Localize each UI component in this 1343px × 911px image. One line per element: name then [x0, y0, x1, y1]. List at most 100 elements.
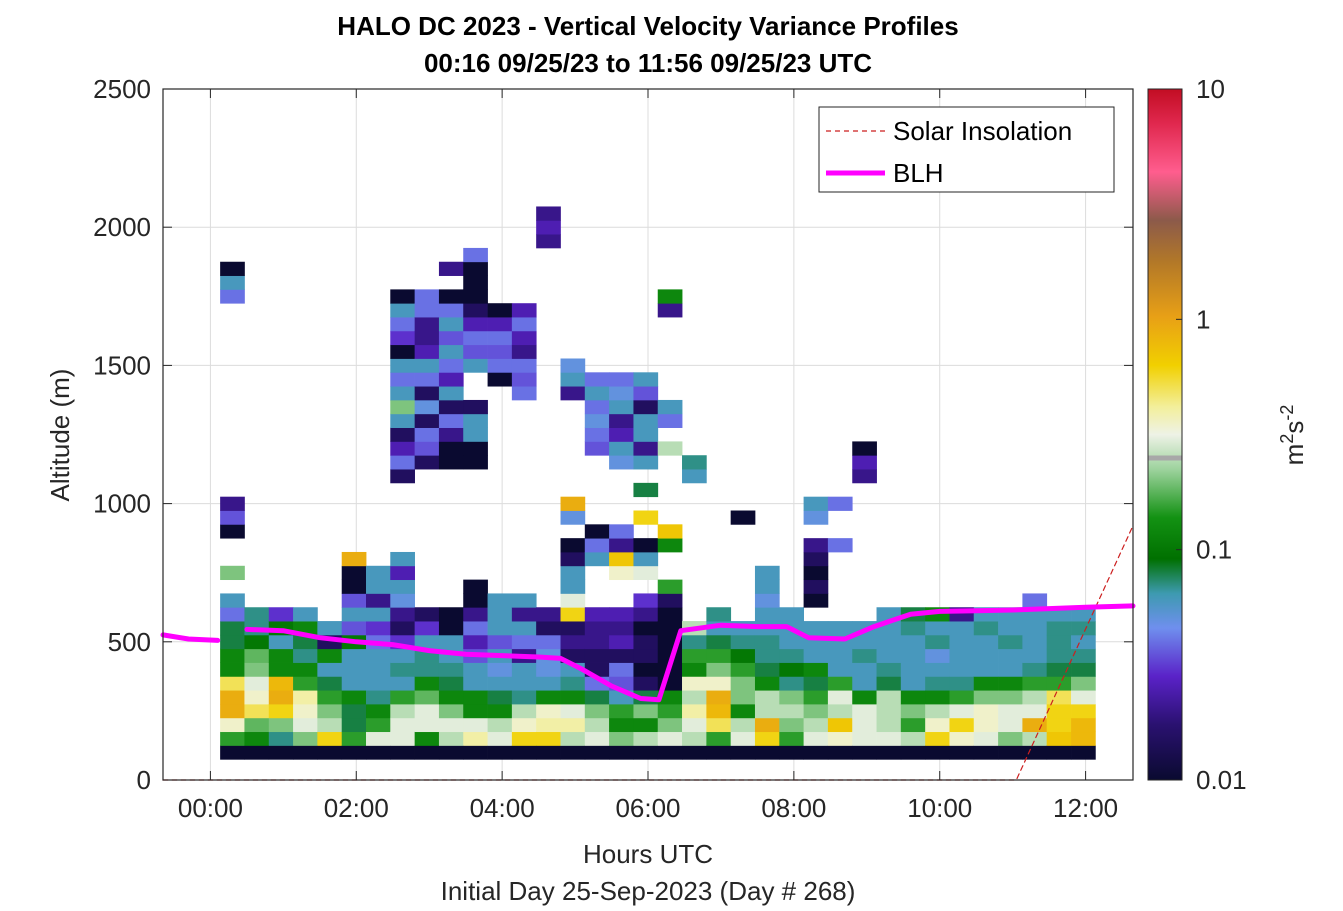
heat-cell: [560, 745, 586, 760]
heat-cell: [511, 731, 537, 746]
heat-cell: [414, 372, 440, 387]
heatmap-cells: [220, 206, 1096, 760]
heat-cell: [463, 358, 488, 373]
heat-cell: [463, 745, 488, 760]
heat-cell: [317, 621, 343, 636]
blh-line-1: [244, 603, 1136, 703]
heat-cell: [438, 731, 464, 746]
colorbar-label-sup2: -2: [1277, 405, 1297, 421]
heat-cell: [414, 621, 440, 636]
heat-cell: [633, 745, 659, 760]
heat-cell: [633, 634, 659, 650]
heat-cell: [511, 386, 537, 401]
heat-cell: [463, 717, 488, 733]
heat-cell: [341, 579, 367, 594]
heat-cell: [682, 731, 707, 746]
heat-cell: [511, 303, 537, 318]
heat-cell: [584, 441, 610, 456]
heat-cell: [657, 289, 683, 304]
heat-cell: [390, 690, 415, 705]
heat-cell: [390, 703, 415, 719]
heat-cell: [852, 690, 877, 705]
heat-cell: [438, 413, 464, 428]
heat-cell: [998, 731, 1023, 746]
heat-cell: [973, 703, 999, 719]
heat-cell: [268, 662, 294, 677]
heat-cell: [925, 621, 950, 636]
heat-cell: [341, 565, 367, 581]
heat-cell: [754, 579, 780, 594]
heat-cell: [366, 565, 391, 581]
heat-cell: [706, 745, 732, 760]
chart-subtitle: 00:16 09/25/23 to 11:56 09/25/23 UTC: [424, 48, 872, 78]
legend-box: [818, 106, 1115, 193]
heat-cell: [584, 427, 610, 442]
heat-cell: [244, 648, 270, 663]
heat-cell: [511, 634, 537, 650]
heat-cell: [390, 621, 415, 636]
heat-cell: [900, 717, 926, 733]
heat-cell: [536, 607, 561, 622]
heat-cell: [438, 690, 464, 705]
heat-cell: [487, 662, 513, 677]
heat-cell: [973, 717, 999, 733]
heat-cell: [803, 745, 829, 760]
heat-cell: [463, 289, 488, 304]
heat-cell: [1046, 703, 1072, 719]
heat-cell: [487, 703, 513, 719]
x-tick-label: 10:00: [907, 793, 972, 823]
heat-cell: [998, 648, 1023, 663]
colorbar-marker: [1148, 455, 1182, 461]
heat-cell: [779, 731, 804, 746]
heat-cell: [852, 469, 877, 484]
heat-cell: [414, 427, 440, 442]
heat-cell: [390, 579, 415, 594]
heat-cell: [803, 510, 829, 525]
heat-cell: [268, 634, 294, 650]
heat-cell: [511, 662, 537, 677]
heat-cell: [293, 703, 318, 719]
heat-cell: [925, 703, 950, 719]
y-tick-label: 2000: [93, 212, 151, 242]
heat-cell: [754, 648, 780, 663]
heat-cell: [730, 745, 756, 760]
heat-cell: [268, 745, 294, 760]
heat-cell: [341, 621, 367, 636]
heat-cell: [390, 676, 415, 691]
heat-cell: [463, 344, 488, 359]
heat-cell: [511, 372, 537, 387]
heat-cell: [293, 662, 318, 677]
heat-cell: [317, 745, 343, 760]
heat-cell: [317, 676, 343, 691]
heat-cell: [560, 607, 586, 622]
heat-cell: [438, 455, 464, 470]
heat-cell: [779, 745, 804, 760]
heat-cell: [390, 358, 415, 373]
heat-cell: [511, 358, 537, 373]
heat-cell: [414, 413, 440, 428]
heat-cell: [487, 731, 513, 746]
heat-cell: [803, 690, 829, 705]
heat-cell: [633, 621, 659, 636]
heat-cell: [438, 358, 464, 373]
heat-cell: [390, 399, 415, 415]
heat-cell: [973, 634, 999, 650]
heat-cell: [390, 372, 415, 387]
heat-cell: [900, 662, 926, 677]
heat-cell: [706, 717, 732, 733]
heat-cell: [779, 607, 804, 622]
heat-cell: [390, 386, 415, 401]
heat-cell: [609, 441, 634, 456]
heat-cell: [1071, 662, 1096, 677]
heat-cell: [1046, 621, 1072, 636]
heat-cell: [609, 621, 634, 636]
heat-cell: [609, 648, 634, 663]
heat-cell: [949, 745, 975, 760]
heat-cell: [390, 593, 415, 608]
colorbar-label-m: m: [1279, 444, 1309, 466]
heat-cell: [803, 662, 829, 677]
heat-cell: [584, 386, 610, 401]
heat-cell: [633, 731, 659, 746]
heat-cell: [220, 703, 245, 719]
heat-cell: [633, 703, 659, 719]
